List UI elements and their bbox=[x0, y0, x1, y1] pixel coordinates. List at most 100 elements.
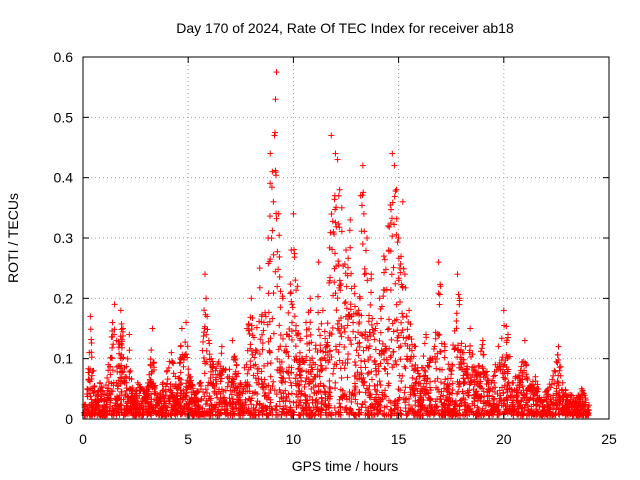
roti-point-bg bbox=[582, 396, 589, 403]
roti-point-bg bbox=[444, 375, 451, 382]
roti-point-bg bbox=[317, 380, 324, 387]
roti-point-bg bbox=[393, 215, 400, 222]
roti-point-bg bbox=[427, 378, 434, 385]
roti-point-bg bbox=[201, 329, 208, 336]
roti-point-bg bbox=[557, 372, 564, 379]
roti-point-bg bbox=[280, 368, 287, 375]
roti-point-bg bbox=[398, 329, 405, 336]
roti-point-bg bbox=[227, 410, 234, 417]
roti-point-bg bbox=[510, 406, 517, 413]
roti-point-bg bbox=[90, 409, 97, 416]
roti-point-bg bbox=[303, 368, 310, 375]
roti-point-bg bbox=[327, 411, 334, 418]
roti-point bbox=[270, 198, 277, 205]
roti-point bbox=[330, 228, 337, 235]
roti-point-bg bbox=[540, 394, 547, 401]
roti-point-bg bbox=[394, 327, 401, 334]
roti-point bbox=[467, 325, 474, 332]
roti-point-bg bbox=[315, 309, 322, 316]
roti-point-bg bbox=[381, 410, 388, 417]
roti-point-bg bbox=[416, 398, 423, 405]
roti-point-bg bbox=[397, 261, 404, 268]
roti-point-bg bbox=[362, 364, 369, 371]
roti-point bbox=[338, 204, 345, 211]
roti-point-bg bbox=[109, 405, 116, 412]
roti-point-bg bbox=[515, 389, 522, 396]
roti-point bbox=[555, 343, 562, 350]
roti-point-bg bbox=[498, 402, 505, 409]
roti-point-bg bbox=[501, 376, 508, 383]
roti-point-bg bbox=[288, 382, 295, 389]
roti-point-bg bbox=[152, 404, 159, 411]
roti-point bbox=[526, 385, 533, 392]
roti-point-bg bbox=[529, 378, 536, 385]
roti-point-bg bbox=[333, 307, 340, 314]
roti-point-bg bbox=[114, 396, 121, 403]
roti-point-bg bbox=[165, 400, 172, 407]
roti-point-bg bbox=[320, 382, 327, 389]
roti-point-bg bbox=[373, 391, 380, 398]
roti-point-bg bbox=[245, 321, 252, 328]
roti-point-bg bbox=[485, 392, 492, 399]
roti-point-bg bbox=[577, 406, 584, 413]
roti-point-bg bbox=[147, 382, 154, 389]
roti-point-bg bbox=[565, 408, 572, 415]
roti-point-bg bbox=[221, 401, 228, 408]
roti-point bbox=[279, 295, 286, 302]
roti-point-bg bbox=[336, 317, 343, 324]
roti-point-bg bbox=[356, 389, 363, 396]
roti-point-bg bbox=[442, 404, 449, 411]
roti-point-bg bbox=[277, 288, 284, 295]
roti-point-bg bbox=[303, 333, 310, 340]
roti-point-bg bbox=[503, 337, 510, 344]
roti-point-bg bbox=[282, 402, 289, 409]
roti-point-bg bbox=[288, 390, 295, 397]
roti-point-bg bbox=[455, 291, 462, 298]
roti-point bbox=[359, 162, 366, 169]
roti-point-bg bbox=[561, 406, 568, 413]
roti-point-bg bbox=[113, 379, 120, 386]
roti-point-bg bbox=[549, 412, 556, 419]
roti-point-bg bbox=[421, 367, 428, 374]
roti-point-bg bbox=[355, 406, 362, 413]
roti-point-bg bbox=[303, 374, 310, 381]
roti-point-bg bbox=[211, 389, 218, 396]
roti-point bbox=[360, 210, 367, 217]
roti-point bbox=[385, 222, 392, 229]
roti-point-bg bbox=[382, 393, 389, 400]
roti-point-bg bbox=[129, 390, 136, 397]
roti-point-bg bbox=[441, 380, 448, 387]
roti-point-bg bbox=[207, 397, 214, 404]
roti-point-bg bbox=[180, 363, 187, 370]
roti-point-bg bbox=[104, 385, 111, 392]
roti-point-bg bbox=[398, 377, 405, 384]
roti-point-bg bbox=[338, 374, 345, 381]
roti-point-bg bbox=[360, 382, 367, 389]
roti-point-bg bbox=[265, 390, 272, 397]
roti-point bbox=[448, 367, 455, 374]
roti-point-bg bbox=[410, 409, 417, 416]
roti-point-bg bbox=[477, 348, 484, 355]
roti-point-bg bbox=[403, 355, 410, 362]
roti-point bbox=[256, 265, 263, 272]
roti-point-bg bbox=[120, 396, 127, 403]
roti-point-bg bbox=[266, 318, 273, 325]
roti-point-bg bbox=[503, 352, 510, 359]
roti-point-bg bbox=[305, 381, 312, 388]
roti-point-bg bbox=[244, 379, 251, 386]
roti-point-bg bbox=[258, 368, 265, 375]
roti-point-bg bbox=[441, 354, 448, 361]
roti-point-bg bbox=[270, 378, 277, 385]
roti-point-bg bbox=[496, 387, 503, 394]
roti-point-bg bbox=[203, 397, 210, 404]
roti-point-bg bbox=[512, 373, 519, 380]
roti-point-bg bbox=[235, 397, 242, 404]
roti-point-bg bbox=[455, 388, 462, 395]
roti-point-bg bbox=[227, 399, 234, 406]
roti-point bbox=[105, 361, 112, 368]
roti-point-bg bbox=[249, 332, 256, 339]
roti-point-bg bbox=[384, 370, 391, 377]
roti-point-bg bbox=[516, 401, 523, 408]
roti-point-bg bbox=[387, 206, 394, 213]
roti-point-bg bbox=[372, 386, 379, 393]
